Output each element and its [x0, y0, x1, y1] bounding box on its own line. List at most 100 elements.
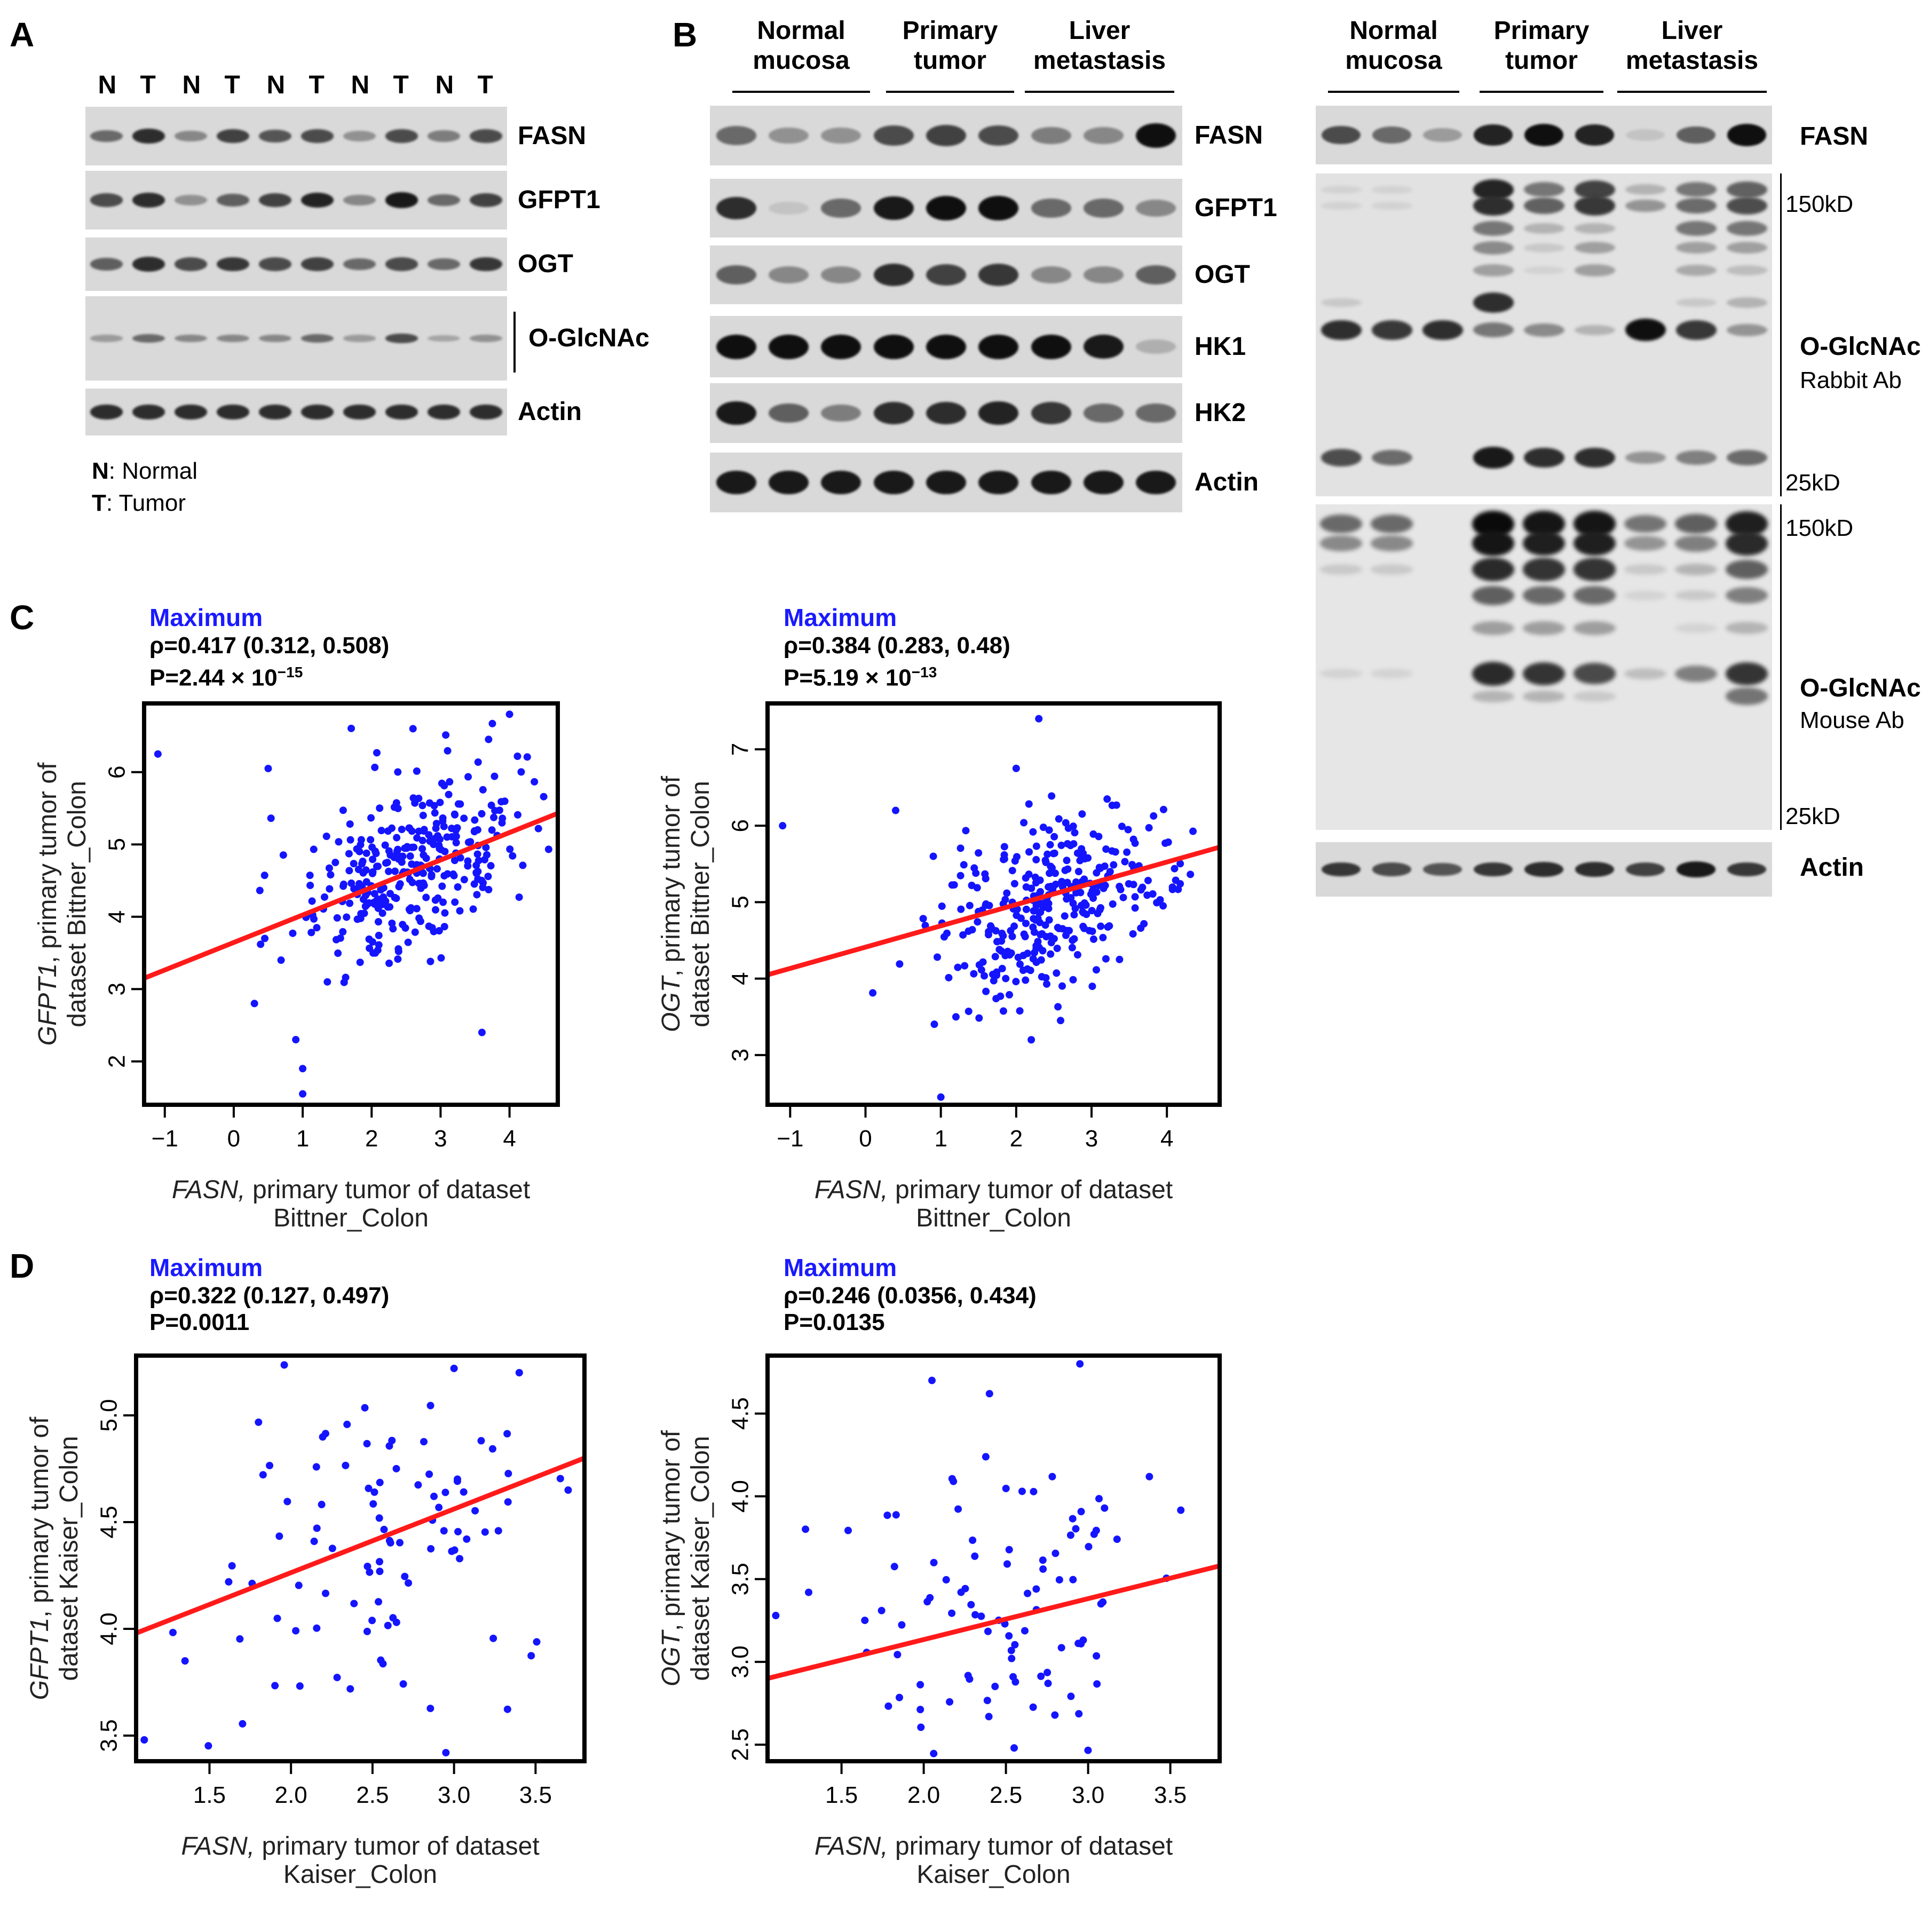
data-point — [1061, 912, 1069, 920]
group-label-1: Primary tumor — [902, 17, 998, 75]
right-group-underline-1 — [1480, 91, 1603, 93]
data-point — [322, 833, 330, 841]
blot-b-hk1-band — [716, 334, 756, 359]
data-point — [1145, 824, 1153, 832]
data-point — [401, 844, 409, 852]
rabbit-band — [1574, 180, 1615, 199]
mouse-band — [1573, 558, 1616, 581]
data-point — [436, 798, 444, 806]
blot-actin-band — [470, 405, 502, 419]
data-point — [385, 1442, 393, 1450]
x-tick-label: 4 — [1160, 1126, 1173, 1152]
blot-ogt-band — [428, 258, 460, 271]
data-point — [1024, 949, 1032, 957]
data-point — [1108, 802, 1116, 810]
data-point — [540, 793, 548, 801]
data-point — [325, 864, 333, 872]
data-point — [394, 955, 402, 963]
data-point — [923, 1598, 931, 1606]
y-axis-label-gene: OGT — [657, 975, 685, 1032]
data-point — [966, 901, 974, 909]
chart-title-D2: Maximum — [784, 1254, 897, 1281]
data-point — [347, 724, 355, 732]
lane-label-t: T — [309, 71, 325, 99]
data-point — [273, 1614, 281, 1622]
data-point — [371, 949, 380, 957]
rabbit-band — [1574, 196, 1615, 216]
blot-fasn-band — [470, 129, 502, 143]
data-point — [890, 1563, 898, 1571]
data-point — [1032, 916, 1040, 924]
right-group-underline-0 — [1328, 91, 1459, 93]
rabbit-band — [1321, 185, 1362, 194]
data-point — [343, 913, 351, 921]
blot-fasn-band — [217, 129, 249, 143]
x-tick-label: 1 — [934, 1126, 947, 1152]
data-point — [938, 902, 946, 910]
data-point — [367, 836, 375, 844]
rabbit-band — [1574, 241, 1615, 254]
data-point — [1001, 896, 1009, 904]
blot-b-hk1-band — [1136, 339, 1176, 354]
data-point — [439, 898, 447, 906]
data-point — [1058, 925, 1066, 933]
rabbit-band — [1473, 195, 1514, 216]
blot-b-ogt-band — [1031, 266, 1071, 283]
data-point — [1084, 1746, 1092, 1754]
legend-text-normal: : Normal — [108, 458, 198, 484]
blot-b-fasn-band — [821, 127, 861, 144]
data-point — [333, 1674, 341, 1682]
data-point — [308, 897, 316, 905]
blot-gfpt1-band — [385, 192, 418, 208]
y-tick-label: 7 — [728, 743, 754, 756]
data-point — [1063, 878, 1071, 886]
blot-fasn-band — [90, 130, 123, 142]
data-point — [1037, 956, 1045, 964]
data-point — [1076, 851, 1084, 859]
data-point — [362, 901, 370, 909]
legend-normal: N: Normal — [92, 458, 197, 485]
data-point — [999, 1007, 1007, 1015]
data-point — [470, 880, 478, 888]
x-tick-label: 3.5 — [519, 1782, 552, 1808]
blot-b-fasn-band — [873, 125, 914, 146]
group-label-2: Liver metastasis — [1033, 17, 1166, 75]
data-point — [1088, 907, 1096, 915]
rabbit-band — [1625, 199, 1666, 212]
mouse-band — [1522, 530, 1566, 556]
x-axis-label-rest: primary tumor of dataset — [888, 1176, 1173, 1204]
legend-key-t: T — [92, 490, 106, 516]
data-point — [1008, 932, 1016, 940]
blot-b-fasn-band — [1084, 127, 1124, 144]
blot-right-actin-band — [1727, 862, 1766, 877]
y-axis-label-rest: , primary tumor of — [657, 1430, 685, 1631]
data-point — [1027, 1036, 1035, 1044]
data-point — [1032, 1585, 1040, 1593]
blot-actin — [85, 389, 507, 436]
data-point — [463, 1535, 471, 1543]
data-point — [1119, 893, 1127, 901]
lane-label-n: N — [266, 71, 286, 99]
data-point — [451, 898, 459, 906]
x-axis-label-gene: FASN, — [181, 1832, 255, 1860]
data-point — [981, 972, 989, 980]
data-point — [388, 919, 396, 927]
data-point — [1042, 974, 1050, 982]
data-point — [1109, 900, 1117, 908]
rabbit-band — [1675, 320, 1717, 340]
data-point — [1019, 967, 1027, 975]
data-point — [1049, 850, 1057, 858]
y-tick-label: 3.0 — [728, 1645, 754, 1678]
data-point — [1095, 864, 1103, 872]
scatter-chart-D1: 1.5 2.0 2.5 3.0 3.5 3.5 4.0 4.5 5.0 FASN, primary… — [26, 1353, 587, 1889]
data-point — [1047, 950, 1055, 958]
data-point — [425, 1470, 433, 1478]
mouse-band — [1624, 564, 1667, 575]
data-point — [225, 1578, 233, 1586]
data-point — [384, 1621, 392, 1629]
data-point — [972, 869, 980, 877]
data-point — [1022, 920, 1030, 928]
data-point — [1057, 1644, 1065, 1652]
x-axis-label-line2: Bittner_Colon — [916, 1204, 1071, 1232]
data-point — [267, 814, 275, 822]
